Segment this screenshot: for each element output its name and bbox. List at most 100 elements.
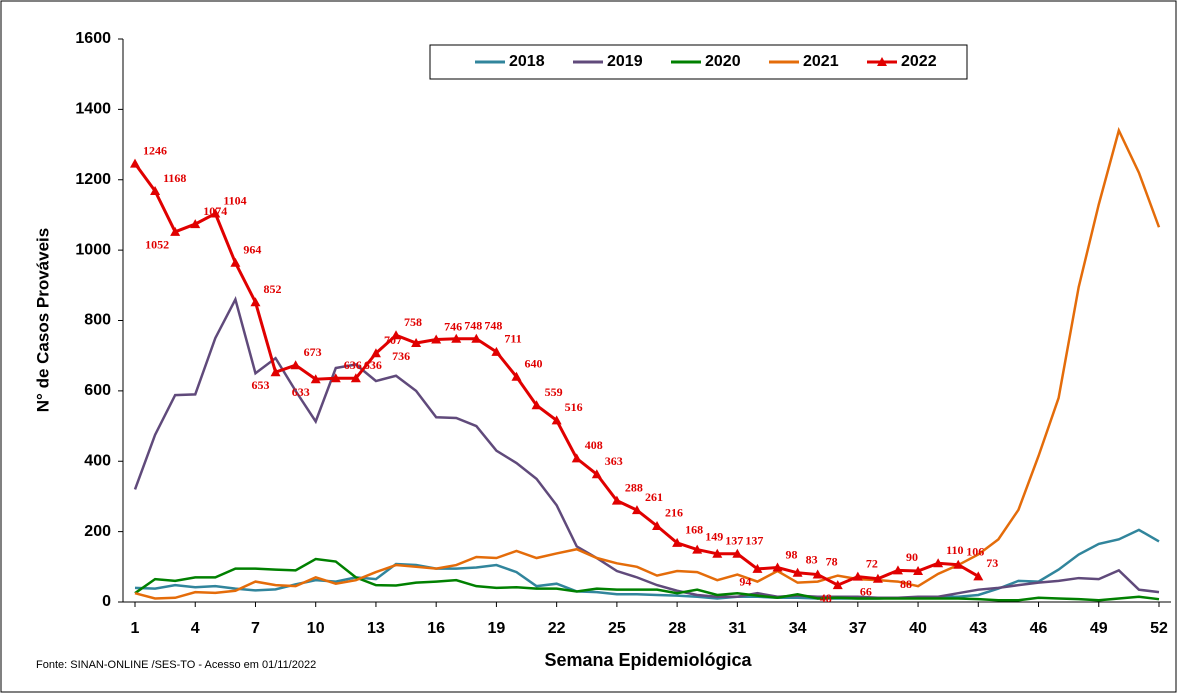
x-tick-label: 49 [1090, 620, 1108, 637]
data-label: 363 [605, 454, 623, 468]
legend-label: 2021 [803, 53, 839, 70]
data-label: 707 [384, 333, 402, 347]
marker [933, 558, 944, 568]
data-label: 736 [392, 349, 410, 363]
marker [712, 548, 723, 558]
marker [250, 297, 261, 307]
data-label: 48 [820, 591, 832, 605]
marker [290, 360, 301, 370]
marker [913, 566, 924, 576]
marker [511, 371, 522, 381]
data-label: 1168 [163, 171, 186, 185]
data-label: 758 [404, 315, 422, 329]
marker [692, 544, 703, 554]
data-label: 711 [504, 332, 521, 346]
marker [611, 495, 622, 505]
x-tick-label: 25 [608, 620, 626, 637]
data-label: 748 [464, 319, 482, 333]
source-note: Fonte: SINAN-ONLINE /SES-TO - Acesso em … [36, 659, 316, 671]
marker [852, 571, 863, 581]
data-label: 88 [900, 577, 912, 591]
y-tick-label: 1400 [75, 101, 111, 118]
x-axis-label: Semana Epidemiológica [544, 650, 752, 670]
y-axis-label: N° de Casos Prováveis [33, 228, 52, 412]
marker [491, 346, 502, 356]
marker [210, 208, 221, 218]
data-label: 106 [966, 544, 984, 558]
data-label: 83 [806, 553, 818, 567]
data-label: 1052 [145, 238, 169, 252]
y-tick-label: 1600 [75, 30, 111, 47]
x-tick-label: 19 [488, 620, 506, 637]
marker [531, 400, 542, 410]
x-tick-label: 31 [728, 620, 746, 637]
legend-label: 2019 [607, 53, 643, 70]
data-label: 633 [292, 385, 310, 399]
series-line [134, 557, 1160, 602]
series-line [134, 126, 1161, 600]
y-tick-label: 0 [102, 593, 111, 610]
data-label: 137 [725, 534, 743, 548]
y-tick-label: 800 [84, 312, 111, 329]
marker [411, 338, 422, 348]
marker [330, 373, 341, 383]
data-label: 149 [705, 529, 723, 543]
data-label: 653 [252, 378, 270, 392]
data-label: 559 [545, 385, 563, 399]
data-label: 216 [665, 506, 683, 520]
data-label: 66 [860, 585, 872, 599]
marker [832, 580, 843, 590]
data-label: 636 [364, 358, 382, 372]
marker [953, 559, 964, 569]
x-tick-label: 16 [427, 620, 445, 637]
data-label: 636 [344, 358, 362, 372]
x-tick-label: 52 [1150, 620, 1168, 637]
data-label: 72 [866, 556, 878, 570]
marker [310, 374, 321, 384]
x-tick-label: 28 [668, 620, 686, 637]
data-label: 168 [685, 523, 703, 537]
y-tick-label: 1200 [75, 171, 111, 188]
y-tick-label: 400 [84, 452, 111, 469]
data-label: 852 [263, 282, 281, 296]
legend-label: 2020 [705, 53, 741, 70]
marker [752, 563, 763, 573]
data-label: 748 [484, 319, 502, 333]
data-label: 1104 [223, 193, 246, 207]
data-label: 90 [906, 550, 918, 564]
data-label: 78 [826, 554, 838, 568]
legend-label: 2022 [901, 53, 937, 70]
data-label: 288 [625, 480, 643, 494]
y-tick-label: 1000 [75, 241, 111, 258]
marker [732, 548, 743, 558]
data-label: 1246 [143, 143, 167, 157]
marker [772, 562, 783, 572]
data-label: 110 [946, 543, 963, 557]
x-tick-label: 13 [367, 620, 385, 637]
x-tick-label: 46 [1030, 620, 1048, 637]
data-label: 408 [585, 438, 603, 452]
marker [190, 219, 201, 229]
marker [551, 415, 562, 425]
marker [892, 565, 903, 575]
x-tick-label: 43 [969, 620, 987, 637]
marker [350, 373, 361, 383]
marker [230, 257, 241, 267]
marker [471, 333, 482, 343]
series-line [133, 295, 1160, 600]
marker [170, 226, 181, 236]
data-label: 73 [986, 556, 998, 570]
legend-label: 2018 [509, 53, 545, 70]
x-tick-label: 10 [307, 620, 325, 637]
legend-marker [877, 57, 887, 66]
marker [431, 334, 442, 344]
x-tick-label: 34 [789, 620, 807, 637]
x-tick-label: 4 [191, 620, 200, 637]
marker [391, 330, 402, 340]
x-tick-label: 40 [909, 620, 927, 637]
marker [652, 520, 663, 530]
marker [571, 453, 582, 463]
data-label: 137 [745, 534, 763, 548]
x-tick-label: 22 [548, 620, 566, 637]
